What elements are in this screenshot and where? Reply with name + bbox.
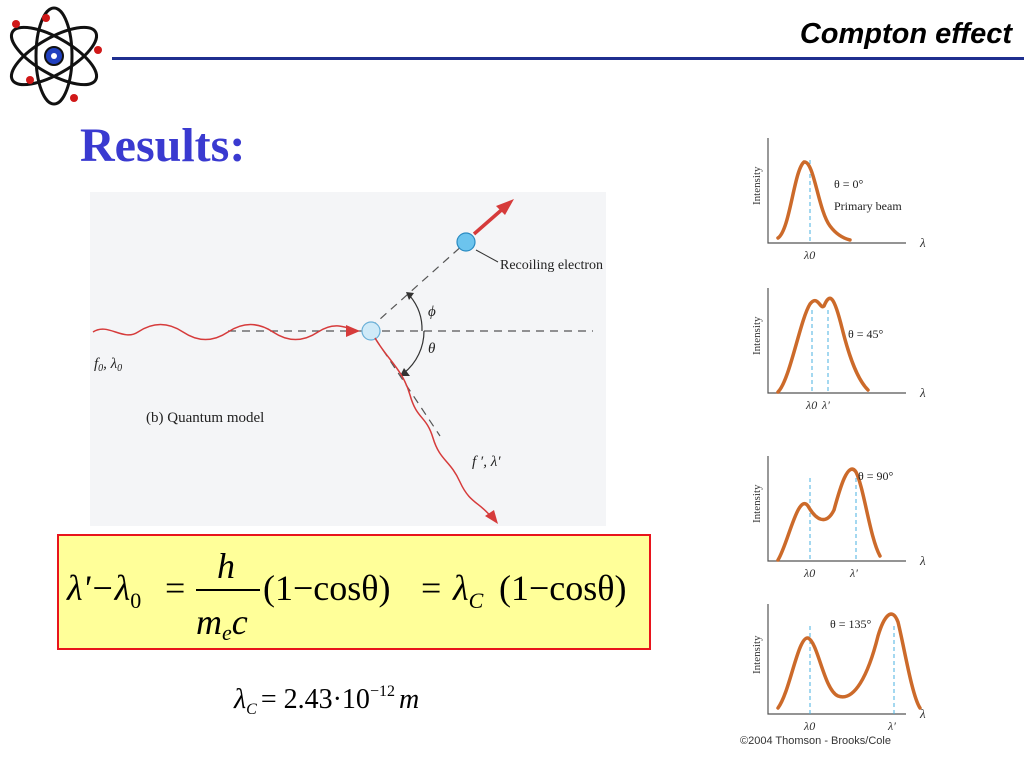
theta-arrow-icon <box>400 368 410 376</box>
phi-label: ϕ <box>428 304 436 320</box>
target-electron <box>361 321 381 341</box>
tick-label: λ′ <box>887 719 896 730</box>
angle-label: θ = 90° <box>858 469 894 483</box>
x-axis-label: λ <box>919 235 926 250</box>
compton-formula-box: λ'−λ0 = h mec (1−cosθ) = λC (1−cosθ) <box>57 534 651 650</box>
compton-wavelength-text: λC = 2.43·10−12 m <box>233 683 419 718</box>
y-axis-label: Intensity <box>751 635 763 674</box>
atom-logo-icon <box>9 6 102 106</box>
incident-photon-wave <box>92 323 359 341</box>
recoil-axis <box>369 243 465 329</box>
panel-axes <box>767 288 906 394</box>
tick-label: λ′ <box>849 566 858 580</box>
scattered-arrow-icon <box>485 510 498 524</box>
panel-axes <box>767 604 906 715</box>
recoiling-electron <box>456 232 476 252</box>
angle-label: θ = 45° <box>848 327 884 341</box>
compton-wavelength-value: λC = 2.43·10−12 m <box>233 683 419 718</box>
recoil-label-leader <box>475 249 499 263</box>
y-axis-label: Intensity <box>751 166 763 205</box>
formula-equals: = <box>165 568 185 608</box>
x-axis-label: λ <box>919 706 926 721</box>
tick-label: λ′ <box>821 398 830 412</box>
panel-axes <box>767 456 906 562</box>
y-axis-label: Intensity <box>751 316 763 355</box>
y-axis-label: Intensity <box>751 484 763 523</box>
recoil-arrow-icon <box>496 199 514 215</box>
slide-header-title: Compton effect <box>799 18 1012 50</box>
angle-label: θ = 0° <box>834 177 864 191</box>
x-axis-label: λ <box>919 553 926 568</box>
intensity-panel-3: λ0 λ′ Intensity λ θ = 90° <box>751 456 926 580</box>
tick-label: λ0 <box>803 719 815 730</box>
intensity-panel-1: λ0 Intensity λ θ = 0° Primary beam <box>751 138 926 262</box>
incident-arrow-icon <box>346 325 360 337</box>
compton-scattering-diagram: Recoiling electron ϕ θ f0, λ0 (b) Quantu… <box>90 192 606 526</box>
formula-numerator: h <box>217 546 235 586</box>
formula-term: (1−cosθ) <box>263 568 391 608</box>
x-axis-label: λ <box>919 385 926 400</box>
intensity-curve <box>776 160 852 242</box>
formula-term-2: (1−cosθ) <box>499 568 627 608</box>
phi-arrow-icon <box>406 292 414 300</box>
quantum-model-label: (b) Quantum model <box>146 410 264 426</box>
diagram-background <box>90 192 606 526</box>
panel-axes <box>767 138 906 244</box>
scattered-label: f ′, λ′ <box>472 454 501 470</box>
angle-label: θ = 135° <box>830 617 872 631</box>
tick-label: λ0 <box>805 398 817 412</box>
tick-label: λ0 <box>803 566 815 580</box>
intensity-graphs: λ0 Intensity λ θ = 0° Primary beam λ0 λ′ Intens… <box>751 138 926 730</box>
scattered-photon-wave <box>374 337 493 519</box>
results-heading: Results: <box>80 119 246 172</box>
incident-label: f0, λ0 <box>94 356 122 374</box>
intensity-curve <box>776 296 870 394</box>
formula-lhs: λ'−λ0 <box>66 568 141 613</box>
recoil-velocity-arrow <box>472 204 508 236</box>
intensity-curve <box>776 612 922 710</box>
tick-label: λ0 <box>803 248 815 262</box>
formula-equals-2: = <box>421 568 441 608</box>
panel-note: Primary beam <box>834 199 902 213</box>
intensity-curve <box>776 467 882 562</box>
theta-arc <box>403 330 425 374</box>
compton-formula: λ'−λ0 = h mec (1−cosθ) = λC (1−cosθ) <box>66 546 627 645</box>
formula-lambda-c: λC <box>452 568 484 613</box>
formula-denominator: mec <box>196 602 248 645</box>
copyright-notice: ©2004 Thomson - Brooks/Cole <box>740 735 891 747</box>
header-rule <box>112 57 1024 60</box>
recoil-label: Recoiling electron <box>500 258 603 273</box>
intensity-panel-4: λ0 λ′ Intensity λ θ = 135° <box>751 604 926 730</box>
phi-arc <box>409 295 423 332</box>
intensity-panel-2: λ0 λ′ Intensity λ θ = 45° <box>751 288 926 412</box>
theta-label: θ <box>428 341 436 357</box>
